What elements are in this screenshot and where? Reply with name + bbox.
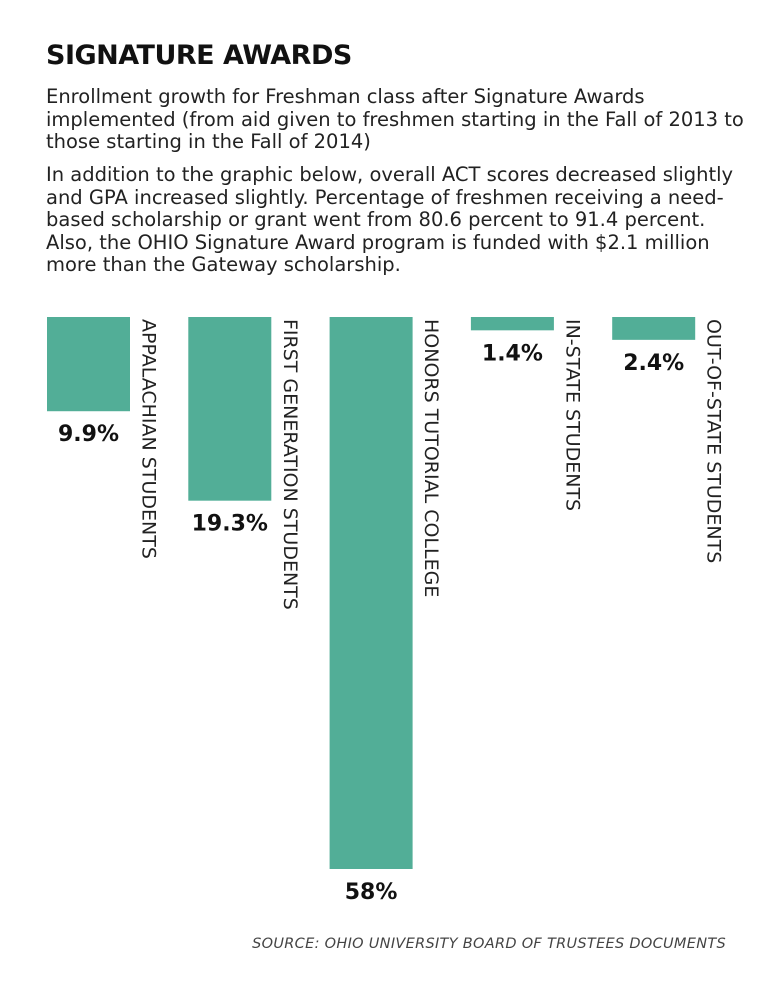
chart-subtitle: Enrollment growth for Freshman class aft…	[46, 85, 744, 153]
value-label-4: 1.4%	[482, 341, 543, 366]
category-label-2: FIRST GENERATION STUDENTS	[279, 319, 301, 610]
value-label-3: 58%	[345, 880, 398, 905]
bar-chart: 9.9% APPALACHIAN STUDENTS 19.3% FIRST GENER…	[47, 317, 725, 905]
category-label-5: OUT-OF-STATE STUDENTS	[703, 319, 725, 563]
source-note: SOURCE: OHIO UNIVERSITY BOARD OF TRUSTEE…	[252, 936, 726, 952]
bar-2	[188, 317, 272, 501]
chart-note: In addition to the graphic below, overal…	[46, 163, 734, 276]
bar-3	[329, 317, 413, 869]
value-label-1: 9.9%	[58, 422, 119, 447]
bar-5	[612, 317, 696, 340]
category-label-3: HONORS TUTORIAL COLLEGE	[420, 319, 442, 597]
category-label-1: APPALACHIAN STUDENTS	[138, 319, 160, 559]
bar-1	[47, 317, 130, 412]
bar-4	[470, 317, 554, 331]
value-label-2: 19.3%	[192, 512, 268, 537]
chart-title: SIGNATURE AWARDS	[46, 40, 352, 71]
value-label-5: 2.4%	[623, 351, 684, 376]
category-label-4: IN-STATE STUDENTS	[561, 319, 583, 511]
